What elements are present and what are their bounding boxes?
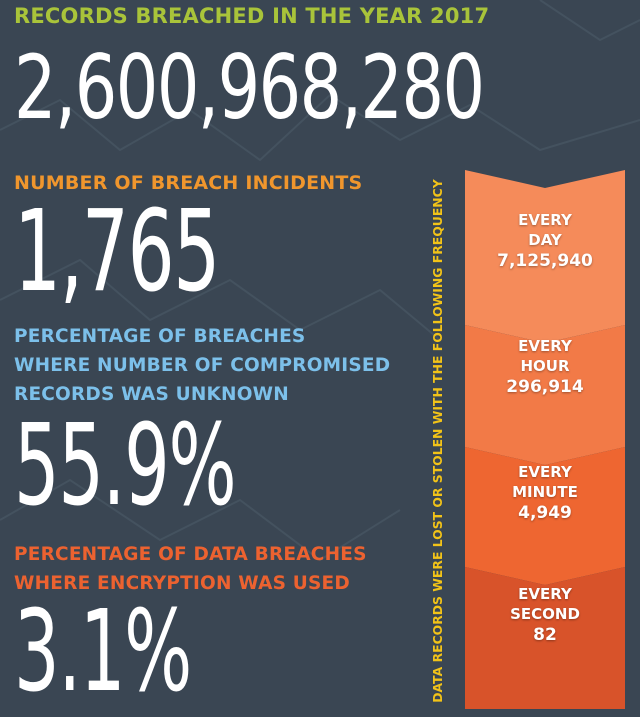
encryption-label-line: PERCENTAGE OF DATA BREACHES <box>14 544 367 565</box>
chevron-day <box>465 170 625 343</box>
encryption-label: PERCENTAGE OF DATA BREACHES WHERE ENCRYP… <box>14 540 367 598</box>
unknown-label-line: WHERE NUMBER OF COMPROMISED <box>14 355 391 376</box>
frequency-count: 7,125,940 <box>497 251 593 271</box>
incidents-value: 1,765 <box>14 187 220 317</box>
chevron-minute <box>465 447 625 585</box>
frequency-chevrons <box>465 170 625 709</box>
frequency-count: 4,949 <box>518 503 572 523</box>
frequency-caption: DATA RECORDS WERE LOST OR STOLEN WITH TH… <box>430 179 445 703</box>
unknown-label-line: PERCENTAGE OF BREACHES <box>14 326 306 347</box>
encryption-value: 3.1% <box>14 587 192 717</box>
frequency-count: 82 <box>533 625 557 645</box>
unknown-label: PERCENTAGE OF BREACHES WHERE NUMBER OF C… <box>14 322 390 409</box>
frequency-count: 296,914 <box>506 377 584 397</box>
frequency-hour: EVERY HOUR 296,914 <box>465 336 625 398</box>
unknown-label-line: RECORDS WAS UNKNOWN <box>14 384 289 405</box>
frequency-period: EVERY <box>518 463 572 481</box>
frequency-day: EVERY DAY 7,125,940 <box>465 210 625 272</box>
encryption-label-line: WHERE ENCRYPTION WAS USED <box>14 573 350 594</box>
chevron-hour <box>465 325 625 465</box>
frequency-second: EVERY SECOND 82 <box>465 584 625 646</box>
incidents-label: NUMBER OF BREACH INCIDENTS <box>14 172 363 194</box>
frequency-period: EVERY <box>518 337 572 355</box>
frequency-period: DAY <box>528 231 562 249</box>
chevron-second <box>465 567 625 709</box>
frequency-period: EVERY <box>518 585 572 603</box>
frequency-minute: EVERY MINUTE 4,949 <box>465 462 625 524</box>
frequency-period: SECOND <box>510 605 580 623</box>
frequency-period: EVERY <box>518 211 572 229</box>
frequency-period: MINUTE <box>512 483 578 501</box>
frequency-period: HOUR <box>520 357 570 375</box>
records-value: 2,600,968,280 <box>14 36 485 139</box>
records-label: RECORDS BREACHED IN THE YEAR 2017 <box>14 4 490 28</box>
unknown-value: 55.9% <box>14 401 237 531</box>
